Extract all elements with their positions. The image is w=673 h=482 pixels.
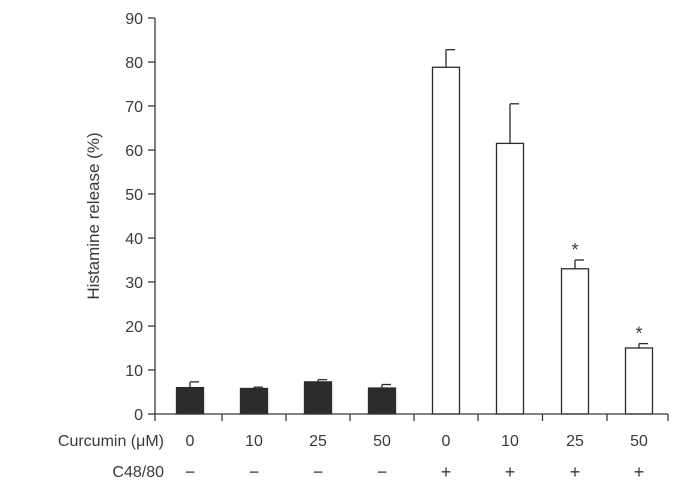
y-axis: 0 10 20 30 40 50 60 70 80 90 xyxy=(125,11,156,424)
x-category-label: 0 xyxy=(442,433,451,450)
bars: ** xyxy=(175,49,654,415)
y-tick-label: 60 xyxy=(125,143,143,160)
x-category-label: 50 xyxy=(630,433,648,450)
x-category-label: 10 xyxy=(501,433,519,450)
x-category-label: 25 xyxy=(309,433,327,450)
c4880-sign: − xyxy=(249,462,260,482)
c4880-row-label: C48/80 xyxy=(112,464,164,481)
y-tick-label: 90 xyxy=(125,11,143,28)
y-tick-label: 80 xyxy=(125,55,143,72)
c4880-sign: − xyxy=(313,462,324,482)
x-category-label: 50 xyxy=(373,433,391,450)
bar xyxy=(367,387,397,415)
y-tick-label: 20 xyxy=(125,319,143,336)
c4880-sign: + xyxy=(570,462,581,482)
c4880-sign: + xyxy=(441,462,452,482)
x-category-label: 0 xyxy=(186,433,195,450)
c4880-sign: + xyxy=(634,462,645,482)
bar xyxy=(431,66,461,415)
bar xyxy=(303,381,333,415)
curcumin-row-label: Curcumin (μM) xyxy=(58,433,164,450)
y-tick-label: 50 xyxy=(125,187,143,204)
y-tick-label: 0 xyxy=(134,407,143,424)
x-category-label: 10 xyxy=(245,433,263,450)
significance-marker: * xyxy=(635,324,642,344)
bar xyxy=(175,386,205,415)
bar xyxy=(239,387,269,415)
bar xyxy=(624,347,654,415)
c4880-sign: − xyxy=(377,462,388,482)
bar xyxy=(560,268,590,415)
bar xyxy=(495,142,525,415)
c4880-sign: − xyxy=(185,462,196,482)
y-tick-label: 40 xyxy=(125,231,143,248)
x-category-label: 25 xyxy=(566,433,584,450)
c4880-sign: + xyxy=(505,462,516,482)
x-axis: 0 − 10 − 25 − 50 − 0 +10 +25 +50 + xyxy=(154,413,669,482)
significance-marker: * xyxy=(571,240,578,260)
y-tick-label: 10 xyxy=(125,363,143,380)
y-axis-label: Histamine release (%) xyxy=(84,132,103,299)
y-tick-label: 70 xyxy=(125,99,143,116)
y-tick-label: 30 xyxy=(125,275,143,292)
